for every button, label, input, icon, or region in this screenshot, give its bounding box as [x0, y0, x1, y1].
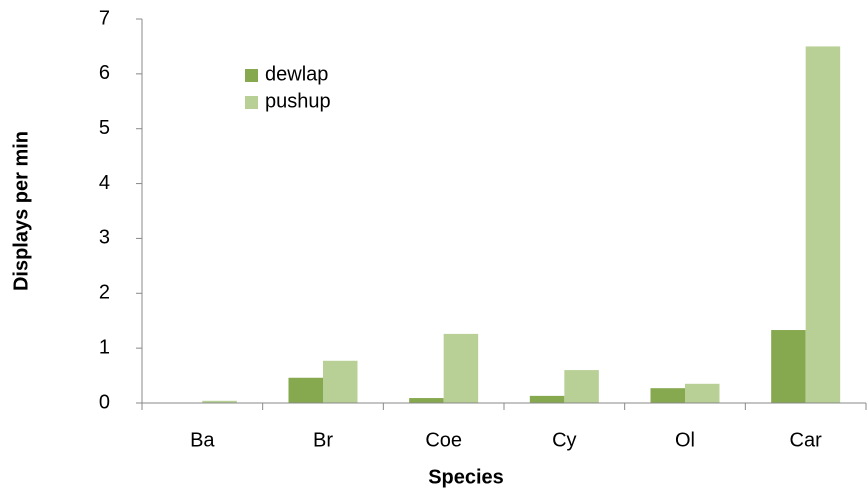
- bar: [564, 370, 599, 403]
- bar: [771, 330, 806, 403]
- y-tick-label: 3: [99, 227, 110, 249]
- legend-label: pushup: [265, 90, 331, 112]
- y-tick-label: 0: [99, 391, 110, 413]
- y-tick-label: 5: [99, 117, 110, 139]
- legend-swatch: [245, 69, 258, 82]
- x-tick-label: Coe: [425, 429, 462, 451]
- bar: [409, 398, 444, 403]
- bar: [650, 388, 685, 403]
- legend-swatch: [245, 96, 258, 109]
- y-tick-label: 6: [99, 62, 110, 84]
- y-tick-label: 4: [99, 172, 110, 194]
- y-tick-label: 2: [99, 282, 110, 304]
- x-tick-label: Ba: [190, 429, 215, 451]
- bar: [202, 400, 237, 403]
- bar: [288, 377, 323, 403]
- x-axis-label: Species: [428, 466, 504, 488]
- bar: [805, 46, 841, 404]
- y-axis-label: Displays per min: [10, 131, 32, 291]
- bar: [323, 360, 358, 403]
- bar: [443, 333, 479, 403]
- y-tick-label: 1: [99, 336, 110, 358]
- x-tick-label: Ol: [675, 429, 695, 451]
- x-tick-label: Car: [790, 429, 823, 451]
- x-tick-label: Br: [313, 429, 333, 451]
- y-tick-label: 7: [99, 7, 110, 29]
- bar: [529, 395, 565, 403]
- x-tick-label: Cy: [552, 429, 576, 451]
- legend-label: dewlap: [265, 63, 328, 85]
- bar: [685, 383, 720, 403]
